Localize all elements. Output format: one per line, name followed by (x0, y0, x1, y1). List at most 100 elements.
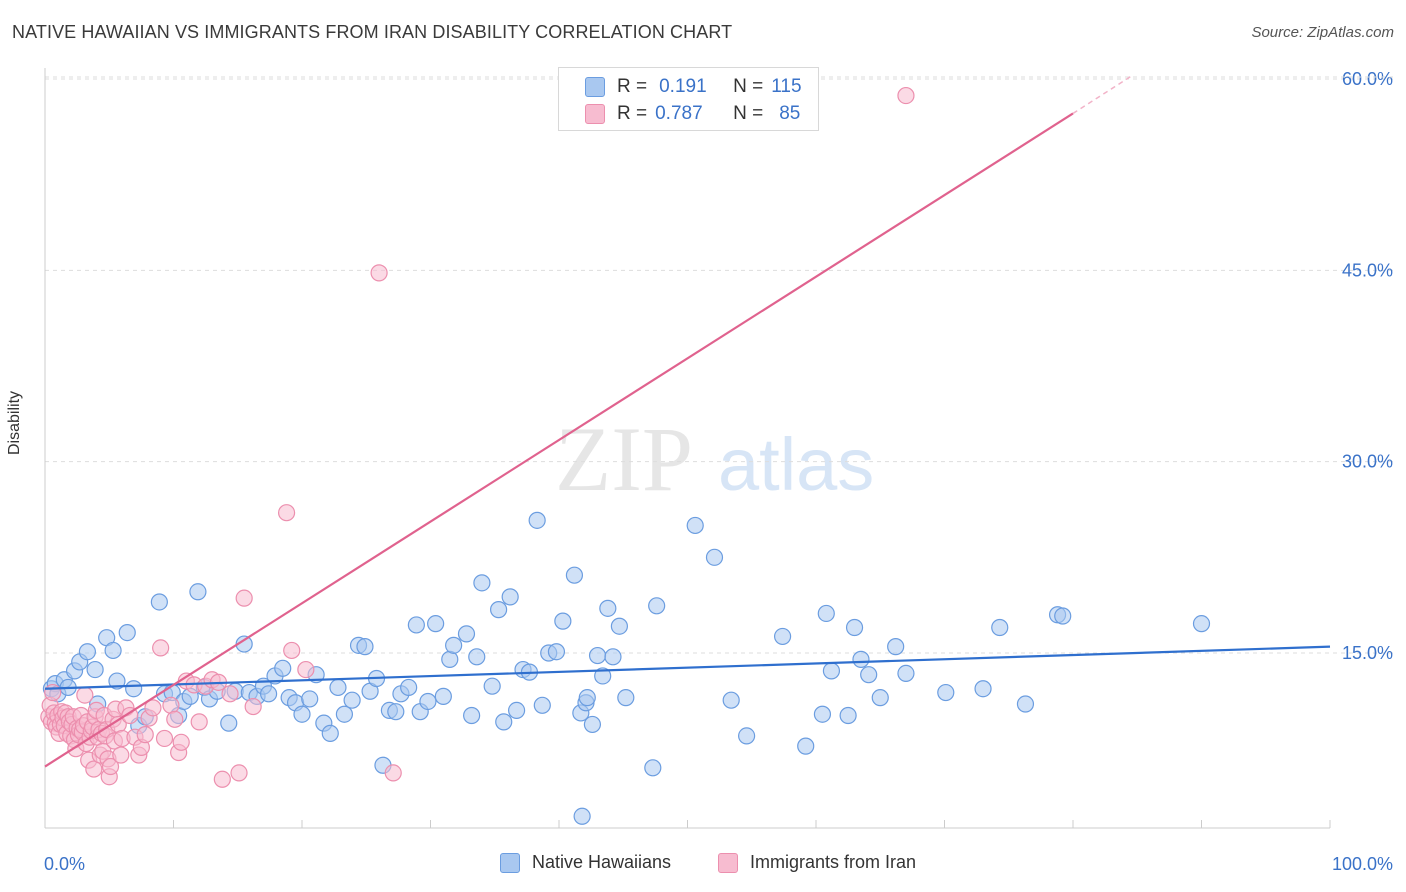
native-hawaiian-point (1054, 607, 1072, 625)
native-hawaiian-point (356, 638, 374, 656)
native-hawaiian-point (457, 625, 476, 643)
native-hawaiian-point (845, 618, 864, 637)
series-swatch-pink (718, 852, 738, 873)
correlation-legend: R = 0.191 N = 115 R = 0.787 N = 85 (558, 67, 819, 131)
native-hawaiian-point (822, 662, 841, 680)
legend-r-value: 0.191 (659, 76, 707, 97)
series-swatch-blue (500, 852, 520, 873)
native-hawaiian-point (321, 724, 339, 742)
iran-immigrant-point (44, 683, 62, 702)
native-hawaiian-point (329, 678, 347, 697)
iran-immigrant-trendline (44, 112, 1074, 768)
legend-swatch-blue (585, 77, 605, 97)
legend-r-label: R = (617, 76, 648, 97)
native-hawaiian-point (1192, 615, 1211, 633)
native-hawaiian-point (839, 706, 857, 725)
native-hawaiian-point (189, 583, 207, 601)
series-legend-immigrants-iran: Immigrants from Iran (718, 852, 916, 873)
iran-immigrant-point (166, 710, 184, 728)
iran-immigrant-point (283, 641, 301, 660)
native-hawaiian-point (617, 689, 635, 707)
iran-immigrant-point (152, 639, 170, 657)
iran-immigrant-point (85, 760, 103, 778)
iran-immigrant-point (213, 770, 231, 788)
series-legend-native-hawaiians: Native Hawaiians (500, 852, 671, 873)
native-hawaiian-point (473, 574, 491, 592)
native-hawaiian-trendline (44, 645, 1331, 690)
native-hawaiian-point (991, 618, 1009, 637)
native-hawaiian-point (594, 667, 612, 685)
native-hawaiian-point (573, 807, 591, 825)
native-hawaiian-point (419, 692, 437, 711)
legend-n-label: N = (733, 103, 764, 124)
native-hawaiian-point (118, 623, 136, 642)
iran-immigrant-point (370, 264, 388, 282)
native-hawaiian-point (852, 650, 870, 668)
native-hawaiian-point (554, 612, 572, 630)
native-hawaiian-point (722, 691, 740, 709)
native-hawaiian-point (974, 680, 992, 698)
chart-source: Source: ZipAtlas.com (1251, 24, 1394, 41)
native-hawaiian-point (463, 706, 481, 725)
native-hawaiian-point (578, 689, 596, 707)
legend-n-value: 85 (779, 103, 801, 124)
watermark-zip: ZIP (555, 408, 693, 510)
native-hawaiian-point (427, 615, 445, 633)
iran-immigrant-point (277, 504, 296, 522)
legend-n-label: N = (733, 76, 764, 97)
native-hawaiian-point (468, 648, 486, 666)
native-hawaiian-point (220, 714, 238, 732)
native-hawaiian-point (495, 713, 513, 731)
native-hawaiian-point (583, 715, 602, 734)
native-hawaiian-point (274, 659, 292, 677)
native-hawaiian-point (797, 737, 815, 755)
legend-row-native-hawaiians: R = 0.191 N = 115 (585, 75, 802, 99)
y-tick-label: 60.0% (1342, 69, 1393, 89)
native-hawaiian-point (441, 650, 459, 668)
iran-immigrant-point (112, 746, 130, 764)
iran-immigrant-point (76, 686, 94, 704)
native-hawaiian-point (259, 685, 278, 703)
native-hawaiian-point (588, 646, 607, 665)
native-hawaiian-point (104, 641, 122, 660)
legend-r-value: 0.787 (655, 103, 703, 124)
x-tick-label: 100.0% (1332, 854, 1393, 874)
native-hawaiian-point (78, 643, 97, 661)
iran-immigrant-point (162, 696, 180, 714)
native-hawaiian-point (817, 604, 835, 623)
native-hawaiian-point (871, 689, 889, 707)
legend-swatch-pink (585, 104, 605, 124)
iran-immigrant-point (221, 685, 239, 703)
native-hawaiian-point (738, 727, 756, 745)
native-hawaiian-point (293, 705, 311, 723)
native-hawaiian-point (610, 617, 628, 635)
native-hawaiian-point (86, 660, 104, 679)
native-hawaiian-point (533, 696, 551, 714)
native-hawaiian-point (434, 687, 452, 705)
iran-immigrant-point (136, 726, 154, 744)
legend-r-label: R = (617, 103, 648, 124)
native-hawaiian-point (125, 680, 143, 698)
iran-immigrant-point (244, 697, 262, 716)
iran-immigrant-point (235, 589, 253, 607)
native-hawaiian-point (813, 705, 832, 723)
native-hawaiian-point (387, 703, 405, 721)
iran-immigrant-point (144, 699, 162, 717)
watermark-atlas: atlas (718, 423, 874, 506)
native-hawaiian-point (648, 597, 666, 615)
x-tick-label: 0.0% (44, 854, 85, 874)
native-hawaiian-point (528, 511, 546, 529)
native-hawaiian-point (400, 678, 418, 697)
native-hawaiian-point (501, 588, 519, 606)
legend-row-immigrants-iran: R = 0.787 N = 85 (585, 102, 800, 126)
y-tick-label: 30.0% (1342, 452, 1393, 472)
native-hawaiian-point (860, 666, 878, 684)
iran-immigrant-point (297, 660, 315, 679)
iran-immigrant-point (101, 757, 120, 776)
iran-immigrant-point (155, 729, 174, 748)
native-hawaiian-point (887, 638, 905, 656)
native-hawaiian-point (604, 648, 622, 666)
chart-title: NATIVE HAWAIIAN VS IMMIGRANTS FROM IRAN … (12, 22, 733, 42)
native-hawaiian-point (490, 601, 508, 619)
